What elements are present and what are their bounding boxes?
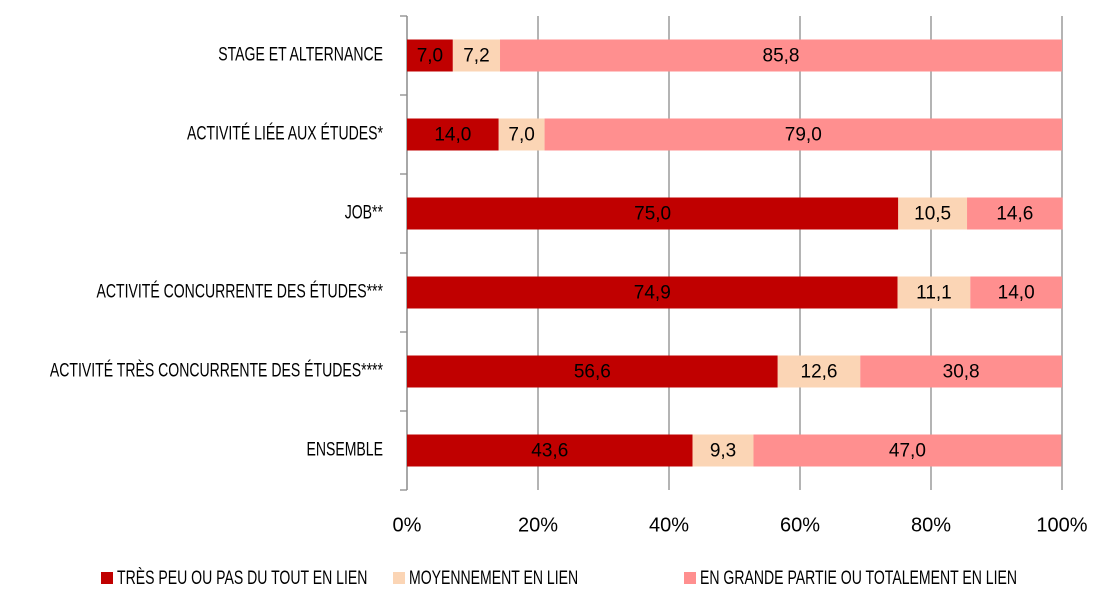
bar-segment — [407, 39, 453, 72]
x-tick-label: 80% — [911, 514, 951, 536]
bar-segment — [407, 118, 499, 151]
value-label: 12,6 — [801, 362, 838, 383]
value-label: 30,8 — [943, 362, 980, 383]
x-tick-label: 20% — [518, 514, 558, 536]
value-label: 7,2 — [463, 46, 489, 67]
x-tick-label: 100% — [1036, 514, 1087, 536]
bar-segment — [897, 276, 971, 309]
bar-segment — [407, 434, 693, 467]
bar-segment — [407, 355, 778, 388]
bar-segment — [452, 39, 501, 72]
x-tick-label: 0% — [393, 514, 422, 536]
category-label: ACTIVITÉ LIÉE AUX ÉTUDES* — [187, 122, 383, 144]
bar-segment — [407, 276, 898, 309]
legend-label: TRÈS PEU OU PAS DU TOUT EN LIEN — [117, 567, 367, 589]
category-label: ACTIVITÉ TRÈS CONCURRENTE DES ÉTUDES**** — [50, 359, 384, 381]
value-label: 43,6 — [531, 441, 568, 462]
value-label: 7,0 — [508, 125, 534, 146]
category-label: ENSEMBLE — [306, 438, 383, 460]
x-tick-label: 40% — [649, 514, 689, 536]
bar-segment — [544, 118, 1062, 151]
value-label: 14,6 — [996, 204, 1033, 225]
category-label: STAGE ET ALTERNANCE — [218, 43, 383, 65]
legend-swatch — [393, 572, 405, 584]
bar-segment — [407, 197, 899, 230]
value-label: 56,6 — [574, 362, 611, 383]
value-label: 11,1 — [916, 283, 952, 304]
legend-label: MOYENNEMENT EN LIEN — [409, 567, 578, 589]
category-label: ACTIVITÉ CONCURRENTE DES ÉTUDES*** — [96, 280, 383, 302]
bar-segment — [970, 276, 1062, 309]
legend-swatch — [684, 572, 696, 584]
legend-swatch — [101, 572, 113, 584]
x-tick-label: 60% — [780, 514, 820, 536]
value-label: 14,0 — [434, 125, 471, 146]
value-label: 9,3 — [710, 441, 736, 462]
bar-segment — [498, 118, 545, 151]
bar-segment — [753, 434, 1062, 467]
bar-segment — [898, 197, 968, 230]
bar-segment — [967, 197, 1063, 230]
legend-label: EN GRANDE PARTIE OU TOTALEMENT EN LIEN — [700, 567, 1017, 589]
value-label: 10,5 — [914, 204, 951, 225]
value-label: 79,0 — [785, 125, 822, 146]
category-label: JOB** — [345, 201, 384, 223]
bar-segment — [692, 434, 754, 467]
value-label: 75,0 — [634, 204, 671, 225]
value-label: 14,0 — [998, 283, 1035, 304]
value-label: 47,0 — [889, 441, 926, 462]
bar-segment — [860, 355, 1062, 388]
value-label: 74,9 — [634, 283, 671, 304]
value-label: 7,0 — [417, 46, 443, 67]
bar-segment — [500, 39, 1062, 72]
bar-segment — [777, 355, 861, 388]
value-label: 85,8 — [763, 46, 800, 67]
